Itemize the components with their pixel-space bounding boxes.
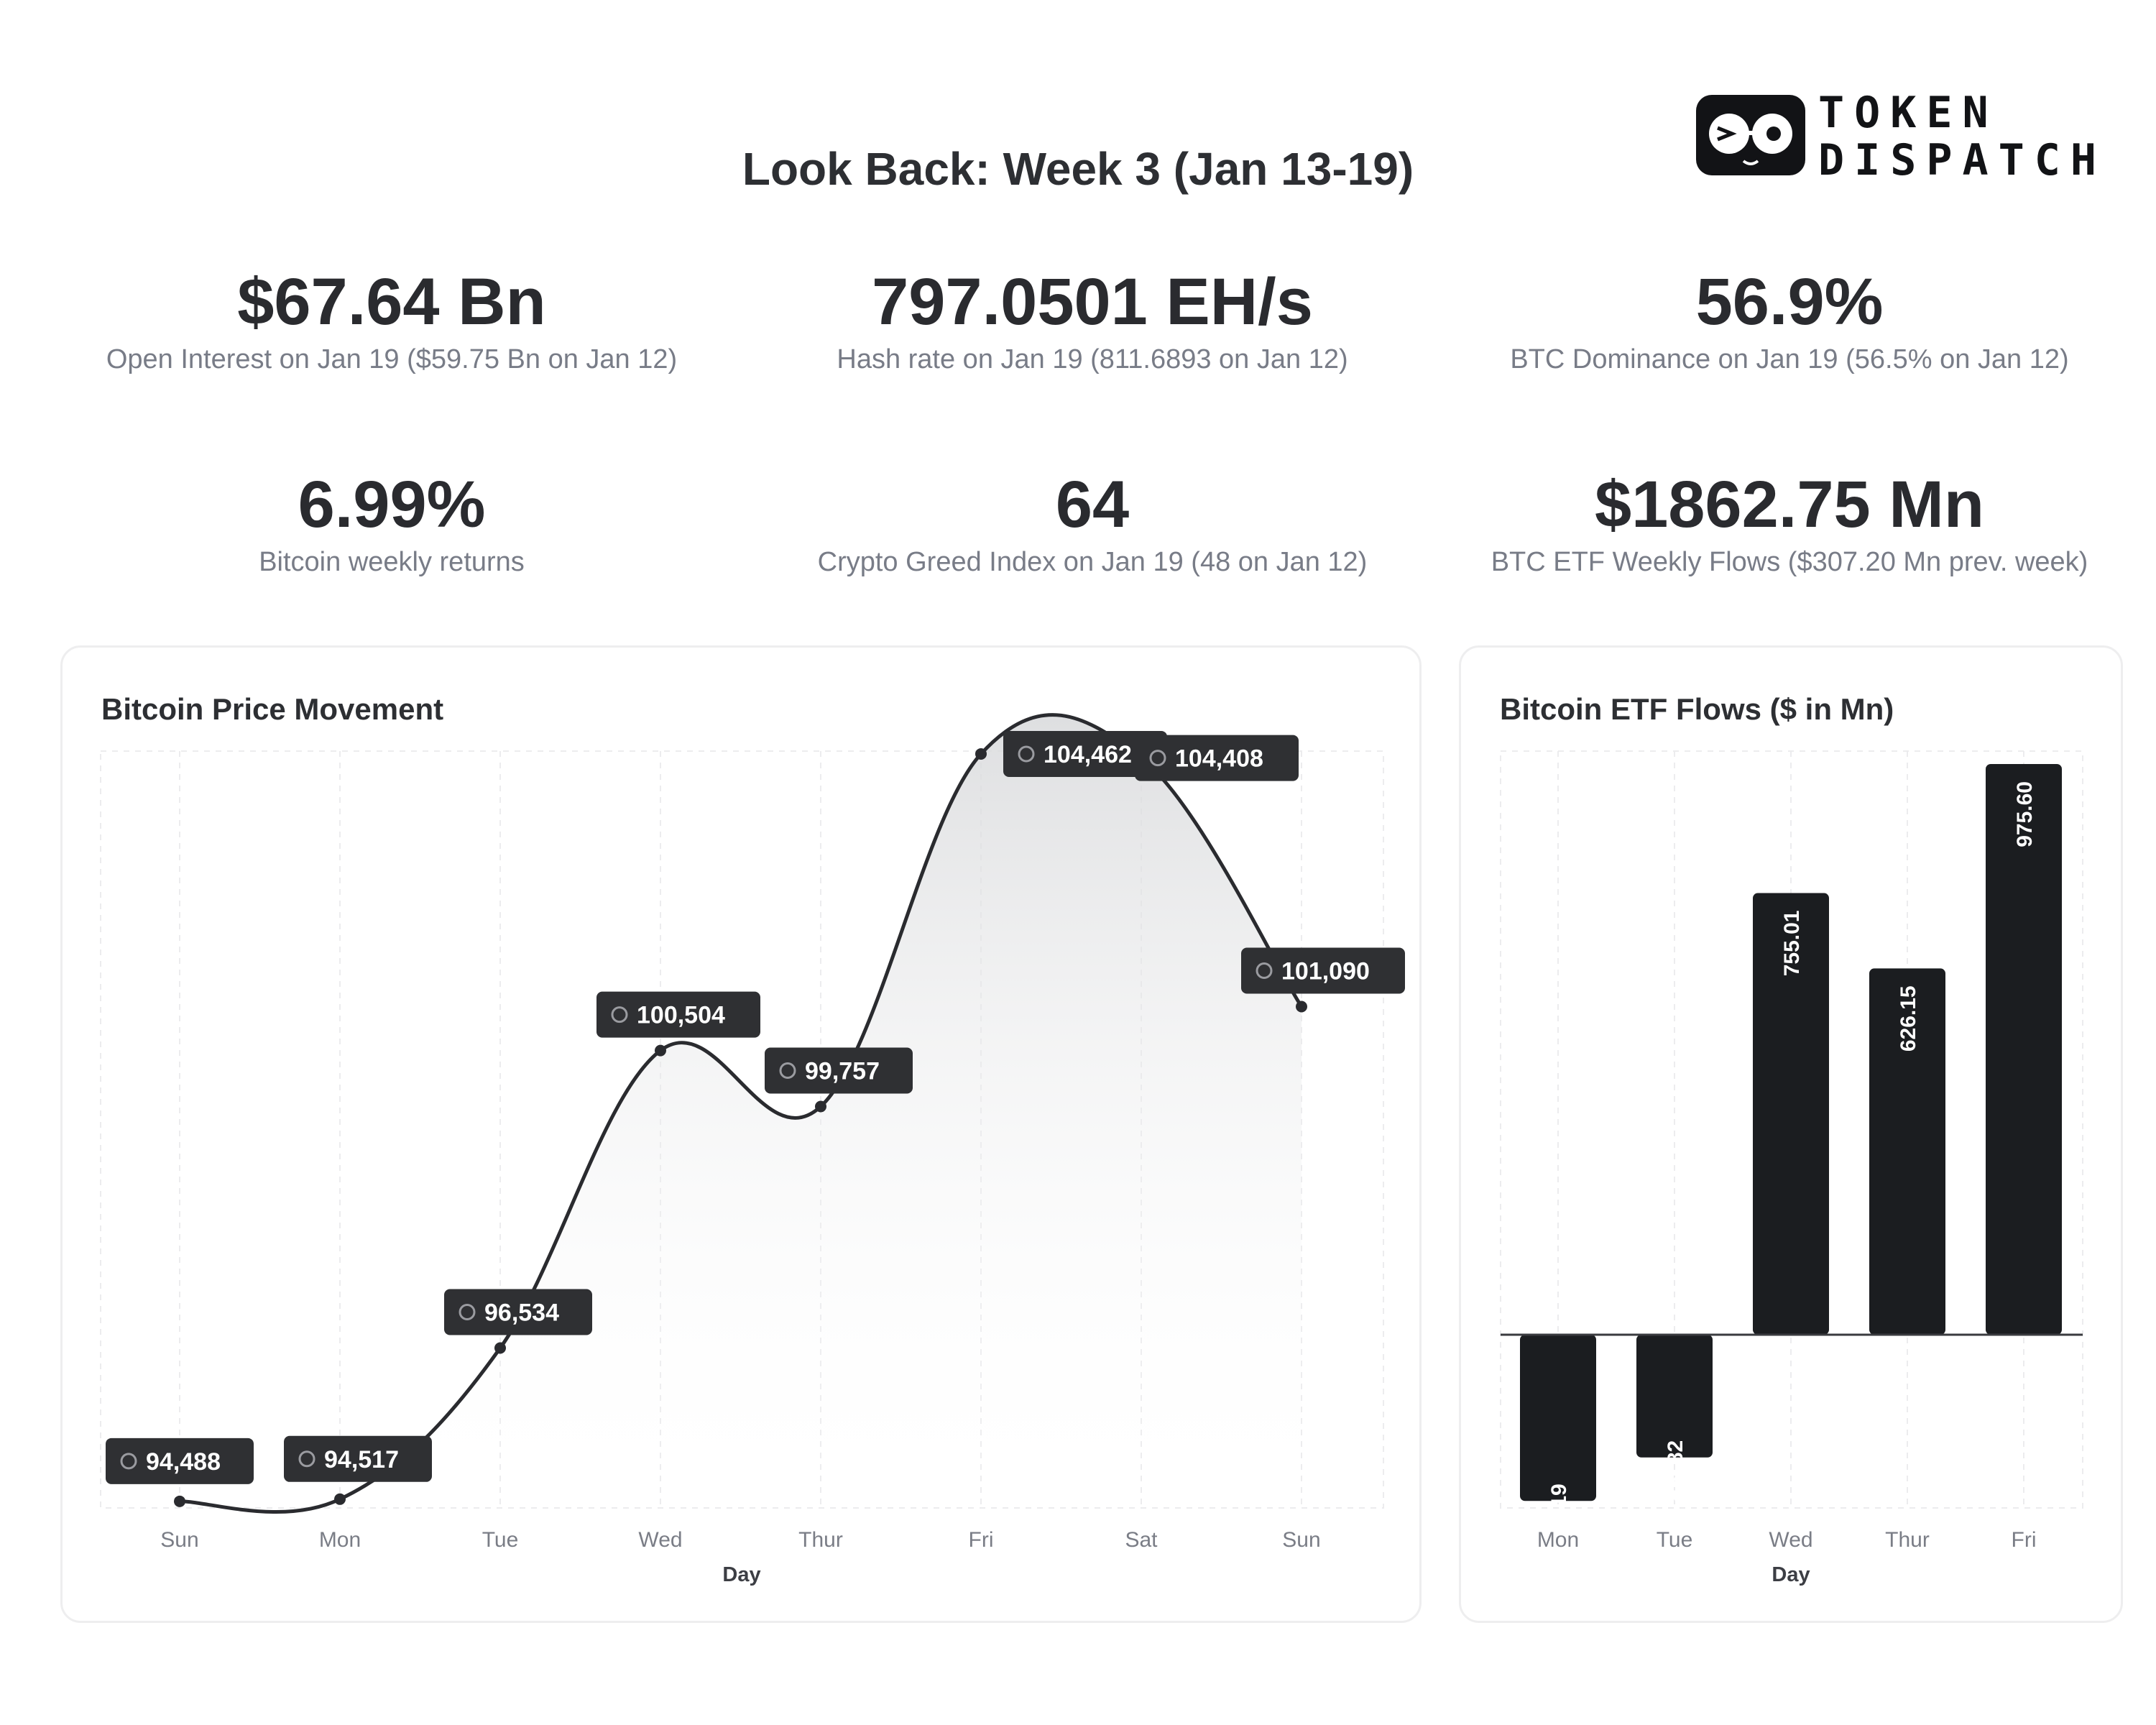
price-value-label: 99,757 [805, 1057, 880, 1085]
btc-dominance-stat: 56.9% BTC Dominance on Jan 19 (56.5% on … [1430, 266, 2149, 375]
price-value-label: 104,408 [1175, 745, 1263, 773]
data-point [815, 1100, 826, 1113]
etf-chart-title: Bitcoin ETF Flows ($ in Mn) [1500, 692, 1894, 726]
stat-value: $67.64 Bn [237, 265, 546, 339]
label-box [1003, 730, 1167, 777]
data-point [975, 748, 987, 760]
x-axis-label: Day [722, 1563, 760, 1586]
stat-label: Hash rate on Jan 19 (811.6893 on Jan 12) [837, 344, 1348, 374]
price-data-label: 94,517 [284, 1435, 432, 1482]
price-value-label: 96,534 [484, 1300, 559, 1327]
weekly-returns-stat: 6.99% Bitcoin weekly returns [32, 469, 751, 578]
price-value-label: 104,462 [1044, 741, 1132, 768]
price-value-label: 94,517 [324, 1446, 399, 1473]
price-data-label: 94,488 [106, 1438, 254, 1484]
etf-flows-stat: $1862.75 Mn BTC ETF Weekly Flows ($307.2… [1430, 469, 2149, 578]
price-data-label: 104,408 [1135, 735, 1299, 781]
stat-label: Open Interest on Jan 19 ($59.75 Bn on Ja… [106, 344, 678, 374]
label-box [284, 1435, 432, 1482]
label-dot-icon [779, 1062, 796, 1079]
price-chart-title: Bitcoin Price Movement [101, 692, 444, 726]
stat-value: 797.0501 EH/s [872, 265, 1313, 339]
greed-index-stat: 64 Crypto Greed Index on Jan 19 (48 on J… [733, 469, 1452, 578]
label-box [444, 1289, 592, 1335]
x-tick-label: Fri [969, 1528, 994, 1552]
price-data-label: 99,757 [765, 1047, 913, 1094]
x-tick-label: Mon [319, 1528, 361, 1552]
x-tick-label: Sun [160, 1528, 198, 1552]
stat-label: Bitcoin weekly returns [259, 547, 525, 577]
stat-value: 64 [1055, 468, 1130, 541]
price-area [180, 714, 1302, 1512]
x-tick-label: Sun [1282, 1528, 1320, 1552]
stat-value: 56.9% [1695, 265, 1884, 339]
data-point [494, 1342, 506, 1354]
label-box [596, 991, 760, 1038]
label-dot-icon [1149, 750, 1166, 767]
hash-rate-stat: 797.0501 EH/s Hash rate on Jan 19 (811.6… [733, 266, 1452, 375]
token-dispatch-logo: TOKEN DISPATCH [1693, 88, 2139, 185]
logo-eyes-icon [1696, 95, 1805, 175]
label-dot-icon [298, 1450, 315, 1468]
open-interest-stat: $67.64 Bn Open Interest on Jan 19 ($59.7… [32, 266, 751, 375]
stat-label: BTC ETF Weekly Flows ($307.20 Mn prev. w… [1491, 547, 2088, 577]
price-value-label: 94,488 [146, 1448, 221, 1476]
data-point [655, 1044, 666, 1057]
label-dot-icon [1256, 962, 1273, 980]
label-box [765, 1047, 913, 1094]
price-data-label: 96,534 [444, 1289, 592, 1335]
label-dot-icon [120, 1453, 137, 1470]
x-tick-label: Thur [798, 1528, 843, 1552]
price-value-label: 100,504 [637, 1002, 725, 1029]
stat-value: 6.99% [298, 468, 486, 541]
data-point [334, 1493, 346, 1505]
price-data-label: 100,504 [596, 991, 760, 1038]
label-dot-icon [611, 1006, 628, 1024]
logo-wordmark: TOKEN DISPATCH [1818, 88, 2106, 185]
stat-label: Crypto Greed Index on Jan 19 (48 on Jan … [817, 547, 1368, 577]
stat-label: BTC Dominance on Jan 19 (56.5% on Jan 12… [1510, 344, 2069, 374]
label-box [106, 1438, 254, 1484]
data-point [1296, 1000, 1307, 1013]
page-title: Look Back: Week 3 (Jan 13-19) [742, 143, 1414, 195]
price-data-label: 104,462 [1003, 730, 1167, 777]
label-box [1135, 735, 1299, 781]
x-tick-label: Wed [638, 1528, 682, 1552]
label-dot-icon [1018, 745, 1035, 763]
x-tick-label: Sat [1125, 1528, 1158, 1552]
label-dot-icon [459, 1304, 476, 1321]
price-value-label: 101,090 [1281, 958, 1370, 985]
x-tick-label: Tue [482, 1528, 519, 1552]
price-data-label: 101,090 [1241, 947, 1405, 994]
stat-value: $1862.75 Mn [1594, 468, 1985, 541]
label-box [1241, 947, 1405, 994]
data-point [174, 1495, 185, 1507]
